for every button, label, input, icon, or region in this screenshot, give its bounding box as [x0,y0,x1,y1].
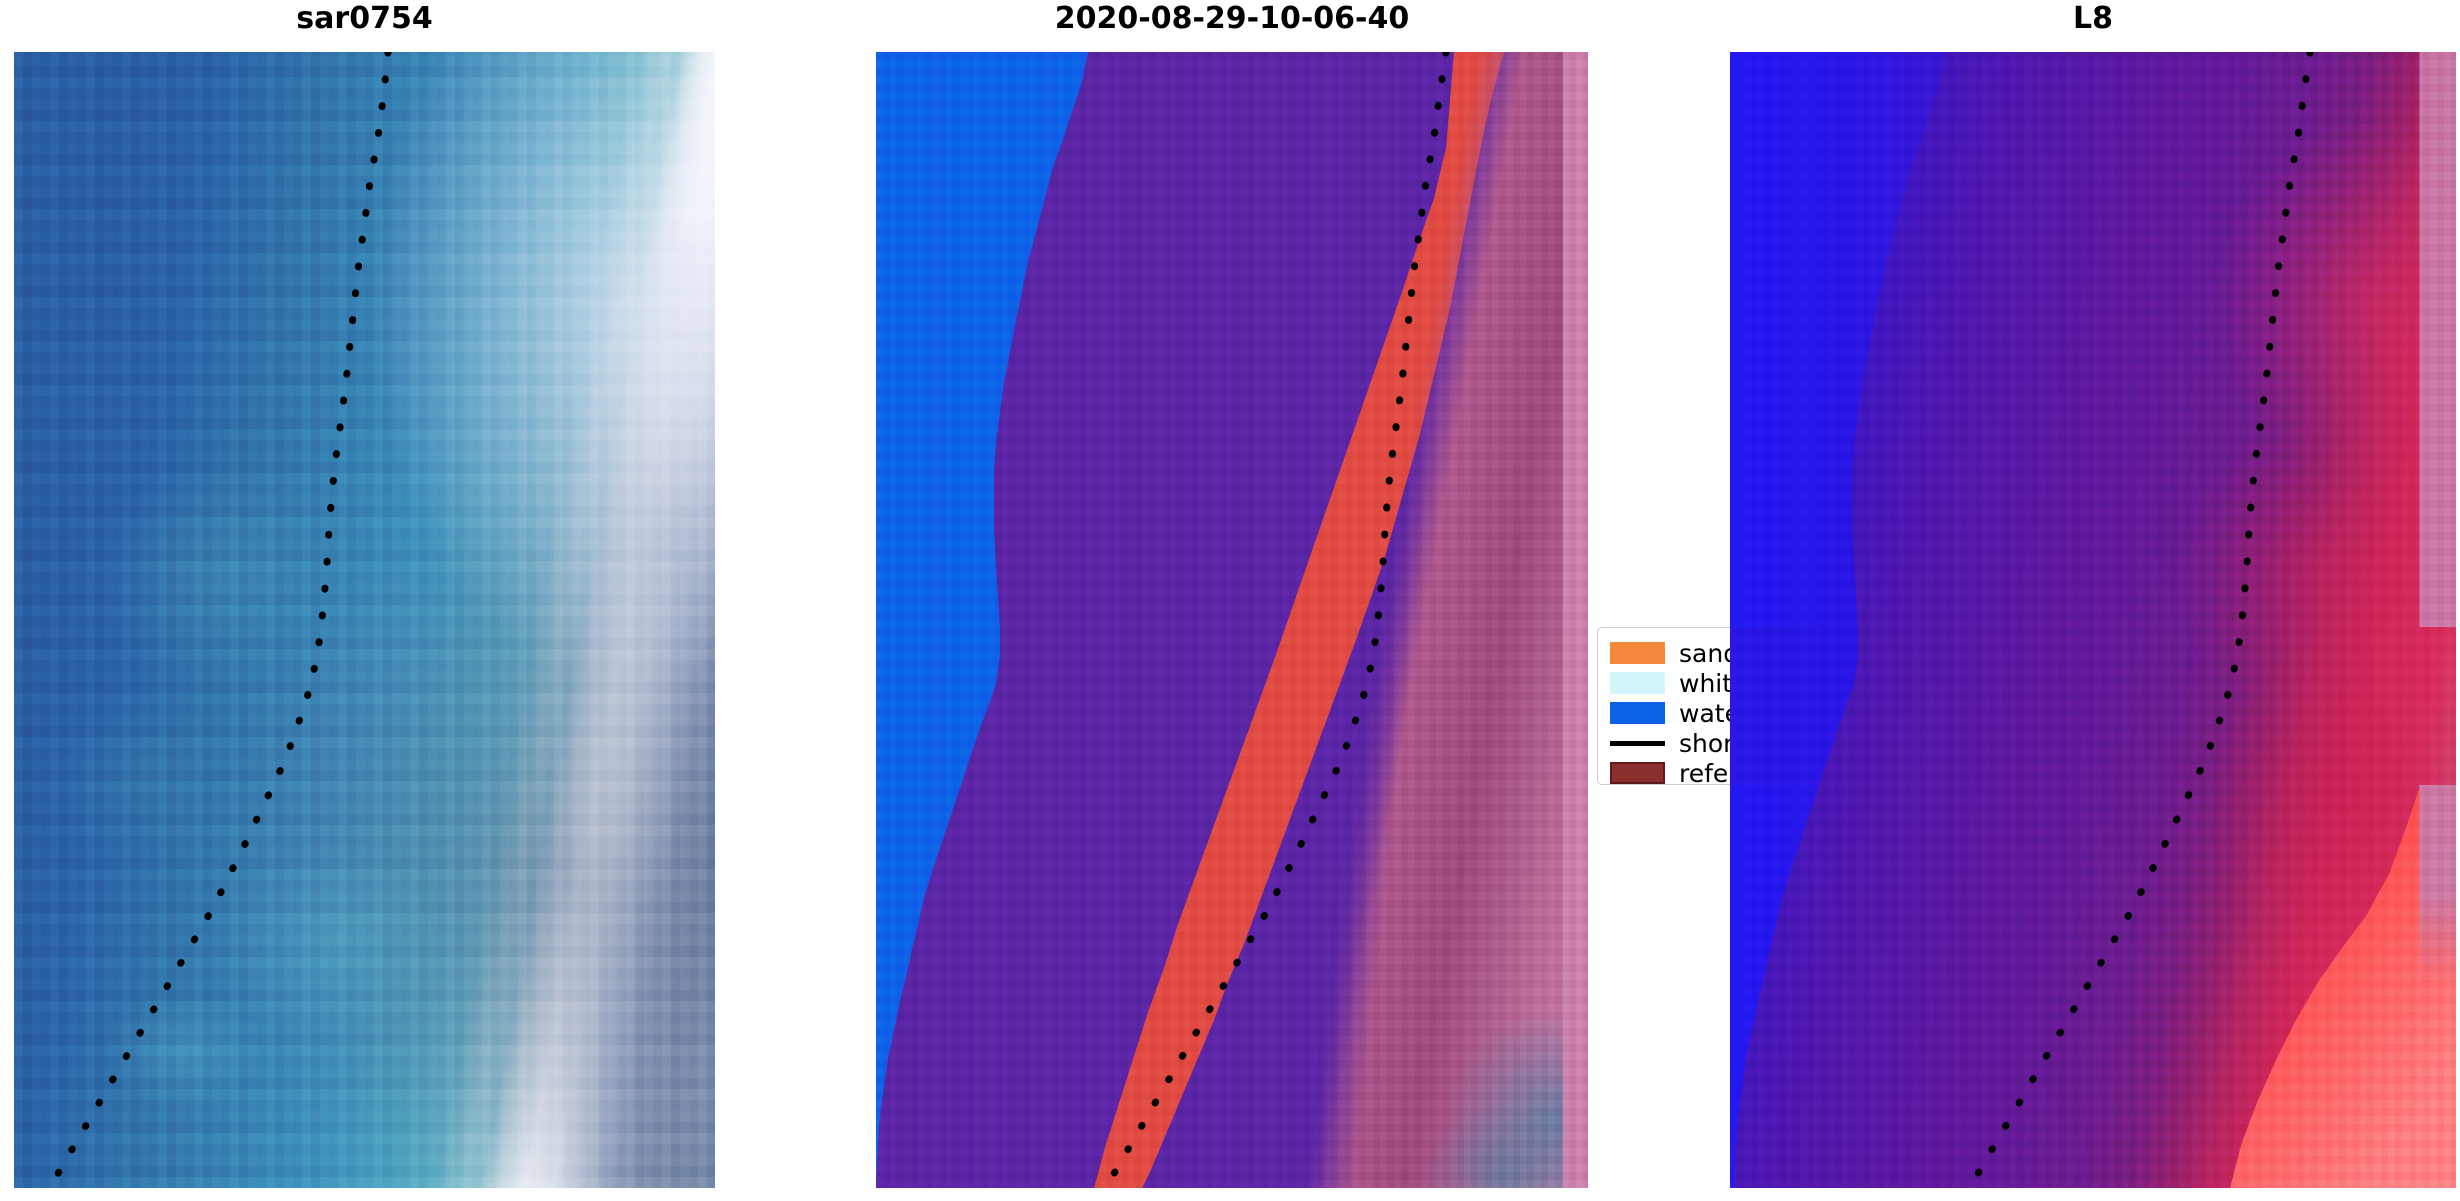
panel-sar[interactable] [14,52,715,1188]
legend-item-whitewater[interactable]: whitewater [1610,668,1819,698]
sar-raster [14,52,715,1188]
sand-swatch [1610,642,1665,664]
legend-item-water[interactable]: water [1610,698,1750,728]
panel-title-sar: sar0754 [296,1,433,36]
panel-title-classified: 2020-08-29-10-06-40 [1054,1,1410,36]
panel-classified[interactable] [876,52,1588,1188]
legend-item-reference-shoreline[interactable]: reference shoreline [1610,758,1921,788]
panel-l8-occluder [1730,627,2456,785]
panel-title-l8: L8 [2073,1,2113,36]
panel-l8[interactable] [1730,52,2456,1188]
legend-item-sand[interactable]: sand [1610,638,1739,668]
shoreline-swatch [1610,740,1665,746]
classified-right-strip [876,52,1588,1188]
legend-label-sand: sand [1679,638,1740,668]
sar-ocean-texture [14,52,715,1188]
legend-box[interactable]: sand whitewater water shoreline referenc… [1597,627,1921,788]
water-swatch [1610,702,1665,724]
whitewater-swatch [1610,672,1665,694]
legend-item-shoreline[interactable]: shoreline [1610,728,1793,758]
reference-shoreline-swatch [1610,762,1665,784]
l8-right-strip [1730,52,2456,1188]
l8-raster [1730,52,2456,1188]
classified-raster [876,52,1588,1188]
